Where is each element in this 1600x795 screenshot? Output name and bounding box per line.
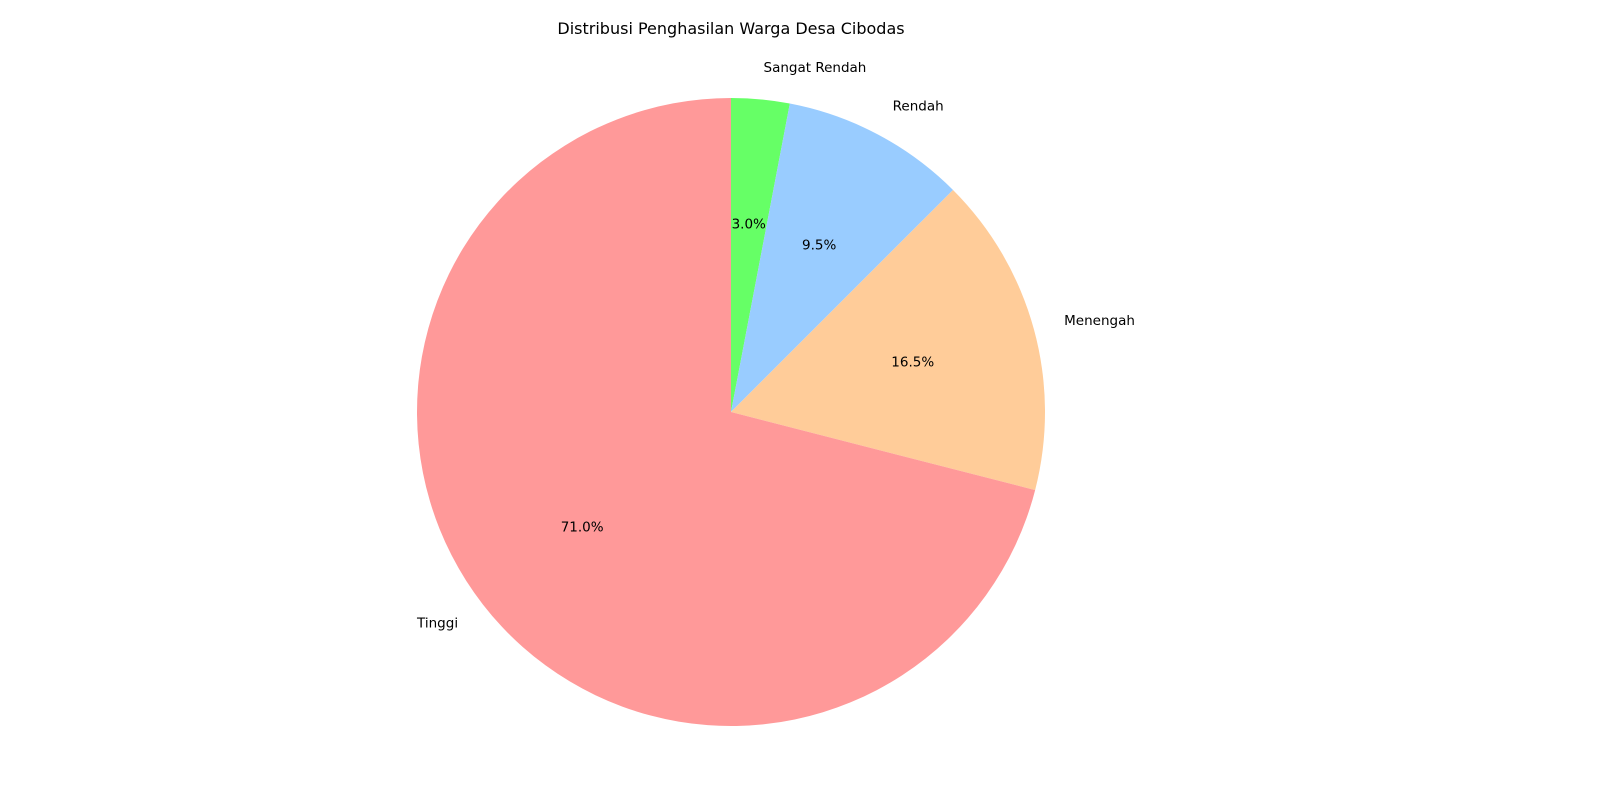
pie-slice-rendah (731, 103, 954, 413)
pie-labels: Sangat Rendah 3.0% Rendah 9.5% Menengah 16.5%… (416, 60, 1135, 632)
pie-slice-tinggi (417, 98, 1036, 727)
pct-label-tinggi: 71.0% (561, 519, 604, 535)
pie-slices (417, 98, 1046, 727)
slice-label-tinggi: Tinggi (416, 616, 458, 632)
slice-label-rendah: Rendah (893, 99, 944, 115)
pie-slice-sangat-rendah (731, 98, 790, 412)
pie-slice-menengah (731, 189, 1046, 491)
chart-title: Distribusi Penghasilan Warga Desa Ciboda… (557, 19, 904, 38)
pct-label-menengah: 16.5% (891, 354, 934, 370)
pct-label-sangat-rendah: 3.0% (732, 216, 766, 232)
pct-label-rendah: 9.5% (802, 237, 836, 253)
slice-label-sangat-rendah: Sangat Rendah (764, 60, 867, 76)
slice-label-menengah: Menengah (1064, 313, 1135, 329)
